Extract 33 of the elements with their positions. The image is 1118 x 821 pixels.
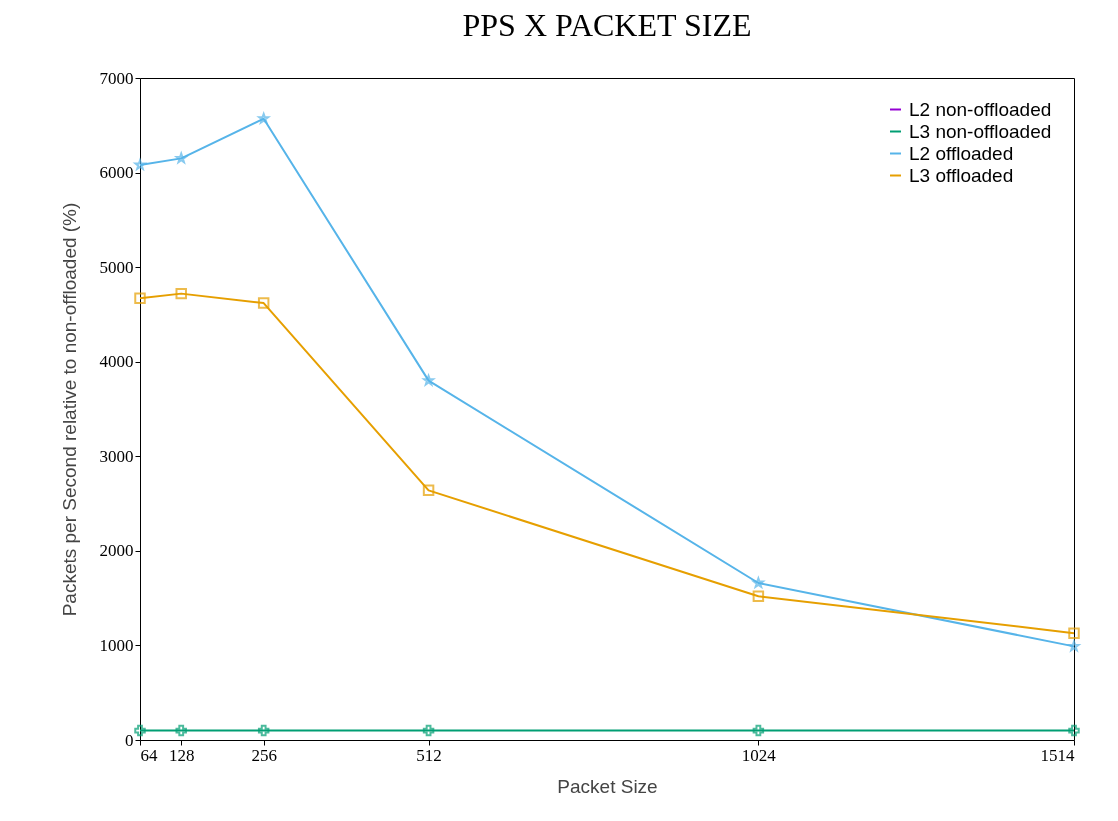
x-tick-label: 128: [168, 745, 195, 765]
y-tick-label: 6000: [99, 163, 134, 183]
point: [175, 287, 187, 300]
chart-title: PPS X PACKET SIZE: [462, 7, 752, 43]
x-tick-label: 1514: [1040, 745, 1075, 765]
x-tick-label: 64: [140, 745, 158, 765]
legend-label: L3 non-offloaded: [909, 120, 1052, 142]
point: [422, 724, 435, 737]
point: [257, 724, 270, 737]
y-tick-label: 0: [125, 730, 134, 750]
point: [257, 297, 270, 309]
y-tick-label: 4000: [99, 352, 134, 372]
legend-label: L3 offloaded: [909, 164, 1014, 186]
legend-label: L2 non-offloaded: [909, 98, 1052, 120]
y-tick-label: 7000: [99, 68, 134, 88]
point: [175, 724, 187, 737]
point: [1068, 724, 1080, 737]
x-tick-label: 1024: [741, 745, 777, 765]
point: [1068, 627, 1080, 639]
y-axis-title: Packets per Second relative to non-offloaded (%): [58, 202, 80, 617]
x-tick-label: 256: [251, 745, 277, 765]
y-tick-label: 5000: [99, 257, 134, 277]
point: [752, 590, 765, 602]
point: [134, 724, 146, 737]
legend-label: L2 offloaded: [909, 142, 1014, 164]
y-tick-label: 3000: [99, 446, 134, 466]
y-tick-label: 2000: [99, 541, 134, 561]
point: [134, 292, 146, 305]
x-tick-label: 512: [416, 745, 442, 765]
x-axis-title: Packet Size: [557, 775, 658, 797]
point: [752, 724, 765, 737]
point: [422, 484, 435, 497]
y-tick-label: 1000: [99, 635, 134, 655]
